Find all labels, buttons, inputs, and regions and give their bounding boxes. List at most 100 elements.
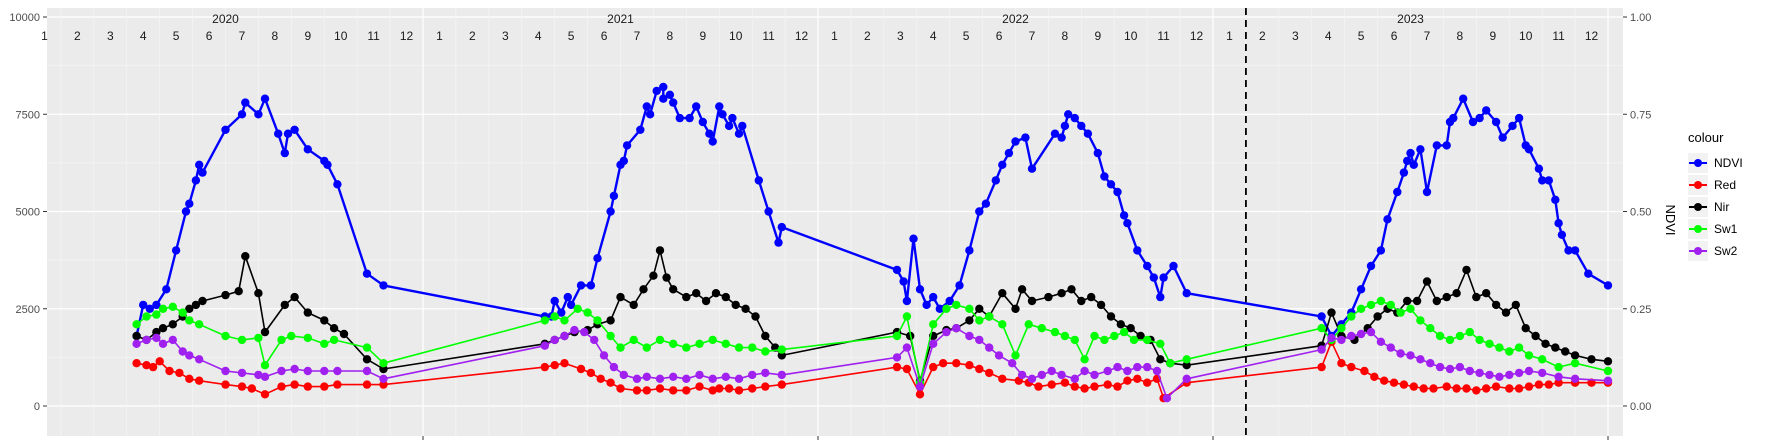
data-point <box>560 359 569 368</box>
data-point <box>1011 137 1020 146</box>
data-point <box>178 347 187 356</box>
legend-label: Nir <box>1714 200 1729 214</box>
data-point <box>692 289 701 298</box>
data-point <box>708 386 717 395</box>
data-point <box>1495 343 1504 352</box>
data-point <box>379 374 388 383</box>
month-label: 6 <box>601 29 608 43</box>
data-point <box>1317 312 1326 321</box>
data-point <box>1452 384 1461 393</box>
month-label: 6 <box>1391 29 1398 43</box>
month-label: 1 <box>436 29 443 43</box>
data-point <box>540 316 549 325</box>
data-point <box>1070 382 1080 391</box>
data-point <box>1514 368 1524 378</box>
month-label: 8 <box>272 29 279 43</box>
data-point <box>902 312 912 321</box>
data-point <box>320 366 329 376</box>
data-point <box>1064 110 1073 119</box>
data-point <box>761 382 770 391</box>
data-point <box>1442 292 1451 302</box>
data-point <box>237 368 247 378</box>
data-point <box>975 364 984 374</box>
data-point <box>902 364 912 374</box>
data-point <box>938 359 948 368</box>
data-point <box>734 374 744 383</box>
data-point <box>1380 376 1389 385</box>
data-point <box>899 277 908 286</box>
data-point <box>965 361 974 370</box>
data-point <box>748 370 757 380</box>
data-point <box>985 343 994 352</box>
data-point <box>362 269 372 278</box>
data-point <box>1551 195 1560 204</box>
data-point <box>158 339 168 348</box>
data-point <box>142 312 151 321</box>
data-point <box>1399 380 1409 389</box>
data-point <box>1570 246 1580 255</box>
data-point <box>922 300 931 310</box>
data-point <box>1442 382 1451 391</box>
data-point <box>1452 289 1461 298</box>
data-point <box>1021 133 1030 142</box>
data-point <box>333 180 342 189</box>
data-point <box>682 292 691 302</box>
series-nir <box>132 246 1613 385</box>
data-point <box>1366 261 1376 271</box>
data-point <box>1347 312 1356 321</box>
month-label: 5 <box>963 29 970 43</box>
data-point <box>329 335 339 345</box>
month-label: 2 <box>864 29 871 43</box>
data-point <box>1419 384 1428 393</box>
data-point <box>1435 362 1445 372</box>
data-point <box>1317 324 1326 333</box>
month-label: 4 <box>1325 29 1332 43</box>
data-point <box>1475 335 1484 345</box>
data-point <box>998 320 1007 329</box>
data-point <box>1143 378 1152 387</box>
data-point <box>708 137 717 146</box>
data-point <box>1570 351 1580 360</box>
data-point <box>1524 366 1534 376</box>
legend-label: Sw2 <box>1714 244 1738 258</box>
data-point <box>754 176 763 185</box>
data-point <box>1327 333 1336 343</box>
left-tick-label: 7500 <box>16 109 40 121</box>
data-point <box>728 113 737 123</box>
data-point <box>1337 359 1346 368</box>
data-point <box>1462 265 1471 275</box>
data-point <box>1511 300 1521 310</box>
data-point <box>152 300 161 310</box>
data-point <box>576 281 586 290</box>
data-point <box>892 353 902 362</box>
data-point <box>254 289 263 298</box>
data-point <box>1416 316 1425 325</box>
data-point <box>152 310 161 319</box>
data-point <box>1143 335 1152 345</box>
data-point <box>1337 324 1346 333</box>
data-point <box>616 292 625 302</box>
right-axis: 0.00 0.25 0.50 0.75 1.00 <box>1623 12 1651 413</box>
data-point <box>290 292 299 302</box>
data-point <box>260 327 270 337</box>
data-point <box>550 296 559 306</box>
right-tick-label: 0.50 <box>1630 207 1651 219</box>
data-point <box>1508 121 1517 131</box>
data-point <box>1416 355 1425 364</box>
data-point <box>1561 347 1570 356</box>
data-point <box>705 129 714 138</box>
data-point <box>682 343 691 352</box>
data-point <box>659 82 668 92</box>
data-point <box>708 335 717 345</box>
data-point <box>1027 374 1037 383</box>
data-point <box>139 300 148 310</box>
left-tick-label: 10000 <box>9 12 40 24</box>
month-label: 10 <box>334 29 348 43</box>
data-point <box>593 254 602 263</box>
data-point <box>761 368 770 378</box>
data-point <box>721 292 730 302</box>
data-point <box>1482 289 1491 298</box>
data-point <box>1060 378 1070 387</box>
legend-key-marker <box>1694 225 1702 233</box>
data-point <box>718 110 727 119</box>
